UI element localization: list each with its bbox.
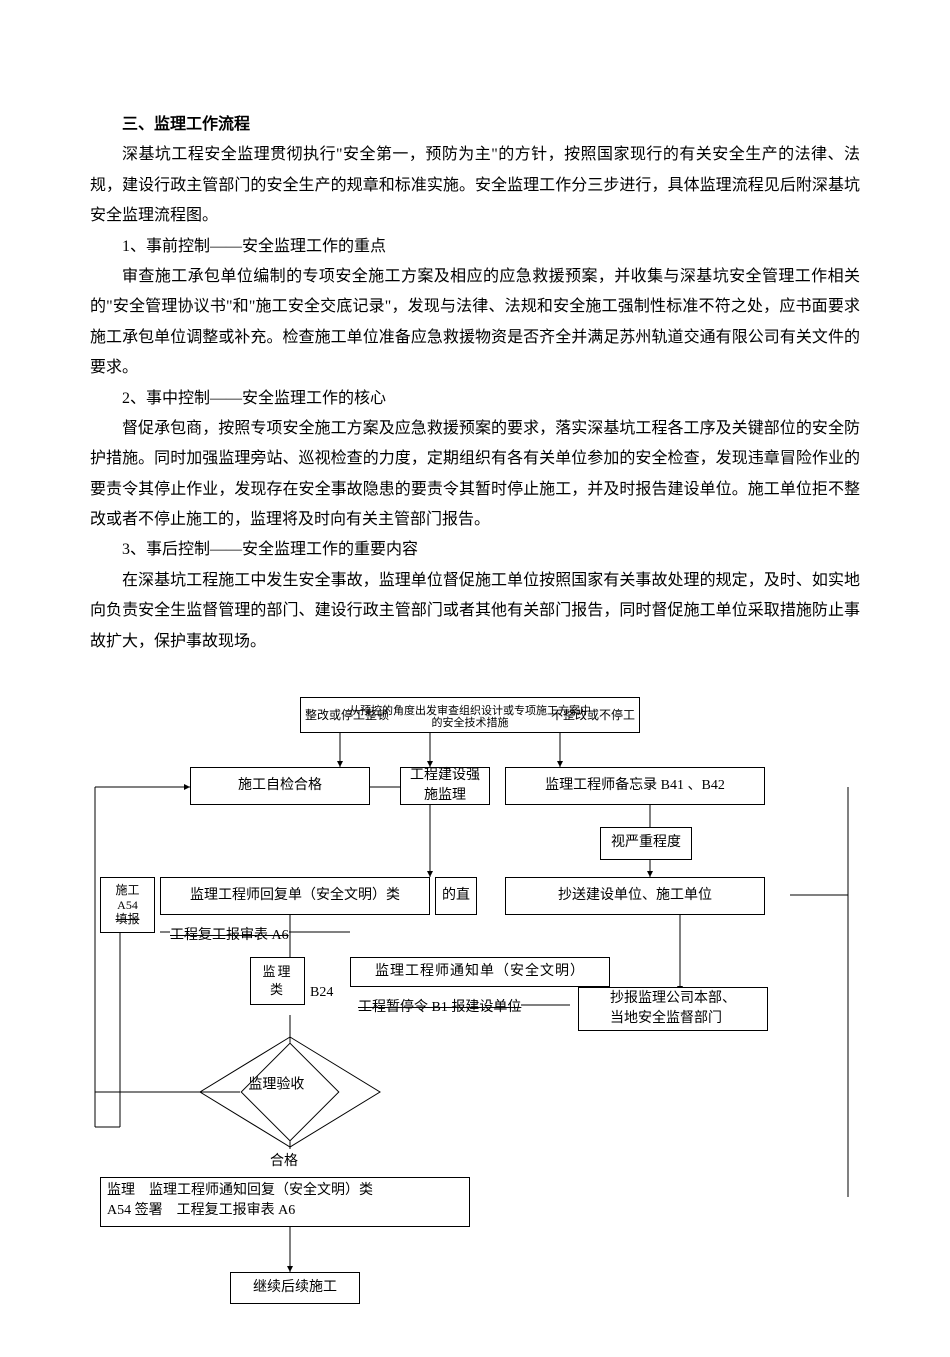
flow-bottom-line2: A54 签署 工程复工报审表 A6 (107, 1201, 295, 1221)
flow-shigong-small: 施工 A54 填报 (100, 877, 155, 933)
flow-qualified-label: 合格 (270, 1149, 298, 1176)
item1-title: 1、事前控制——安全监理工作的重点 (90, 232, 860, 262)
item3-title: 3、事后控制——安全监理工作的重要内容 (90, 535, 860, 565)
flow-notice-sheet: 监理工程师通知单（安全文明） (350, 957, 610, 987)
section-title: 三、监理工作流程 (90, 110, 860, 140)
flow-self-check: 施工自检合格 (190, 767, 370, 805)
flow-resume-cross: 工程复工报审表 A6 (170, 923, 289, 950)
flow-continue: 继续后续施工 (230, 1272, 360, 1304)
flow-report-up: 抄报监理公司本部、 当地安全监督部门 (578, 987, 768, 1031)
item2-title: 2、事中控制——安全监理工作的核心 (90, 384, 860, 414)
flow-b24: B24 (310, 980, 333, 1007)
flow-top-box: 整改或停工整顿 从预控的角度出发审查组织设计或专项施工方案中的安全技术措施 不整… (300, 697, 640, 733)
item3-body: 在深基坑工程施工中发生安全事故，监理单位督促施工单位按照国家有关事故处理的规定，… (90, 566, 860, 657)
flow-strong-supervise: 工程建设强 施监理 (400, 767, 490, 805)
flowchart: 整改或停工整顿 从预控的角度出发审查组织设计或专项施工方案中的安全技术措施 不整… (90, 697, 860, 1317)
item1-body: 审查施工承包单位编制的专项安全施工方案及相应的应急救援预案，并收集与深基坑安全管… (90, 262, 860, 384)
flow-bottom-line1: 监理 监理工程师通知回复（安全文明）类 (107, 1181, 373, 1201)
item2-body: 督促承包商，按照专项安全施工方案及应急救援预案的要求，落实深基坑工程各工序及关键… (90, 414, 860, 536)
flow-copy-send: 抄送建设单位、施工单位 (505, 877, 765, 915)
flow-severity-label: 视严重程度 (600, 827, 692, 860)
paragraph-intro: 深基坑工程安全监理贯彻执行"安全第一，预防为主"的方针，按照国家现行的有关安全生… (90, 140, 860, 231)
flow-shigong-a: 施工 (115, 883, 139, 897)
diamond-extend (190, 1027, 390, 1157)
flow-memo: 监理工程师备忘录 B41 、B42 (505, 767, 765, 805)
flow-top-right-label: 不整改或不停工 (551, 707, 635, 724)
flow-reply-sheet: 监理工程师回复单（安全文明）类 (160, 877, 430, 915)
flow-dezhi: 的直 (435, 877, 477, 915)
flow-jl-type: 监理 类 (250, 957, 305, 1005)
flow-shigong-b: A54 (117, 898, 138, 912)
flow-shigong-c: 填报 (115, 912, 139, 926)
flow-bottom-summary: 监理 监理工程师通知回复（安全文明）类 A54 签署 工程复工报审表 A6 (100, 1177, 470, 1227)
flow-suspend-cross: 工程暂停令 B1 报建设单位 (358, 995, 521, 1022)
